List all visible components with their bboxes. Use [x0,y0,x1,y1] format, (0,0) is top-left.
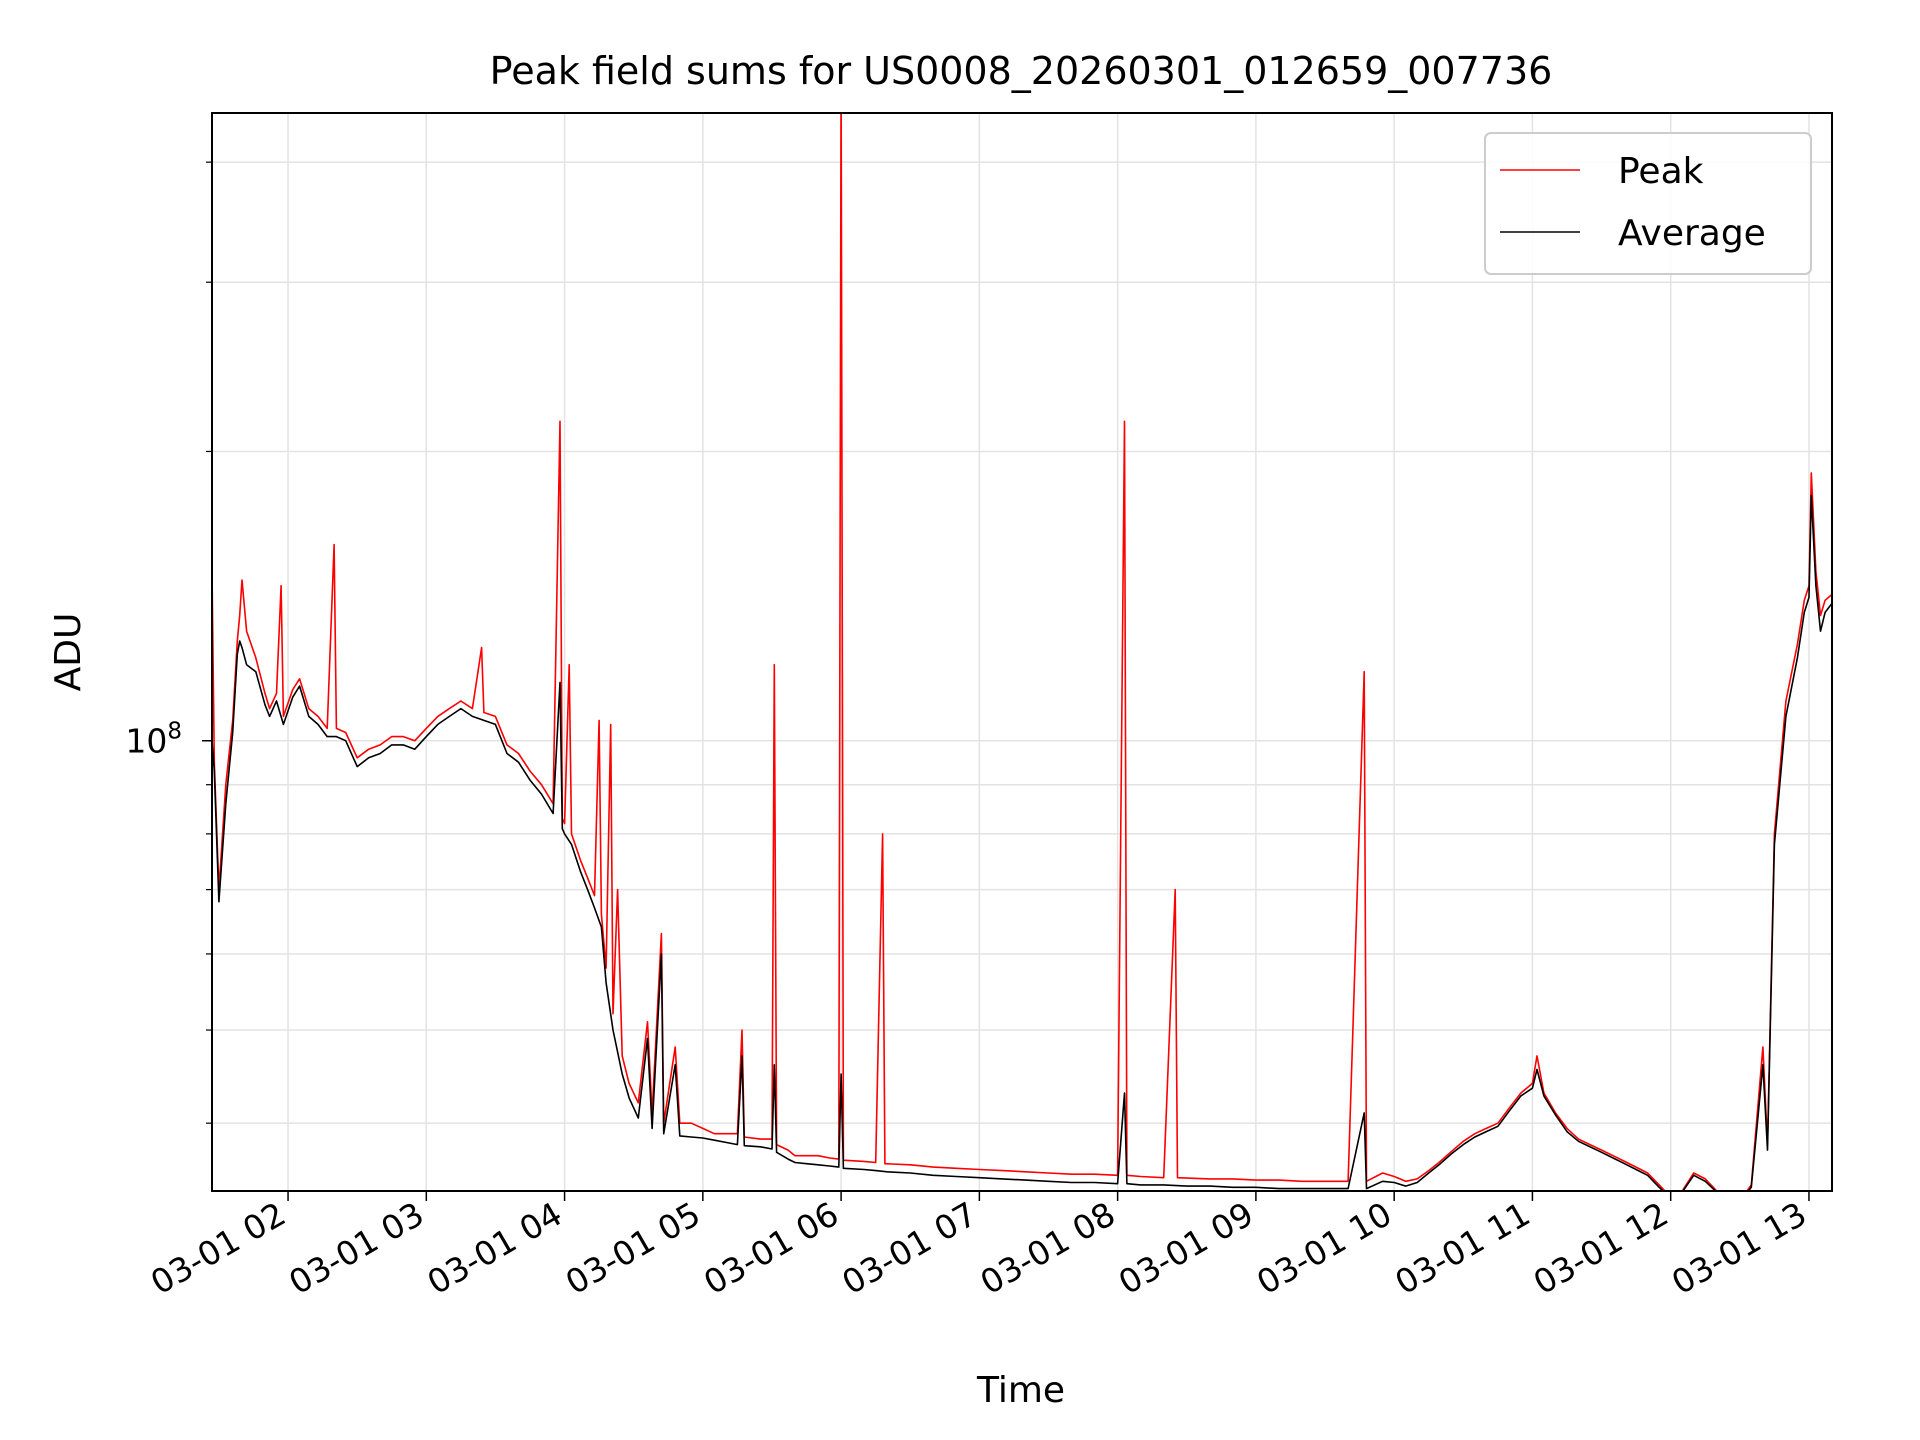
legend-peak-label: Peak [1618,151,1704,192]
series-line-peak [212,113,1832,1191]
legend-average-label: Average [1618,213,1766,254]
x-axis-label: Time [976,1370,1065,1411]
y-axis-label: ADU [48,613,89,692]
grid-lines [212,113,1832,1191]
series-line-average [212,494,1832,1191]
plot-area [212,113,1832,1191]
chart-title: Peak field sums for US0008_20260301_0126… [490,49,1553,93]
y-axis-ticks: 108 [125,161,212,1124]
y-tick-label: 108 [125,719,182,761]
plot-frame [211,112,1833,1192]
legend: Peak Average [1484,132,1812,275]
legend-box [1484,132,1812,275]
